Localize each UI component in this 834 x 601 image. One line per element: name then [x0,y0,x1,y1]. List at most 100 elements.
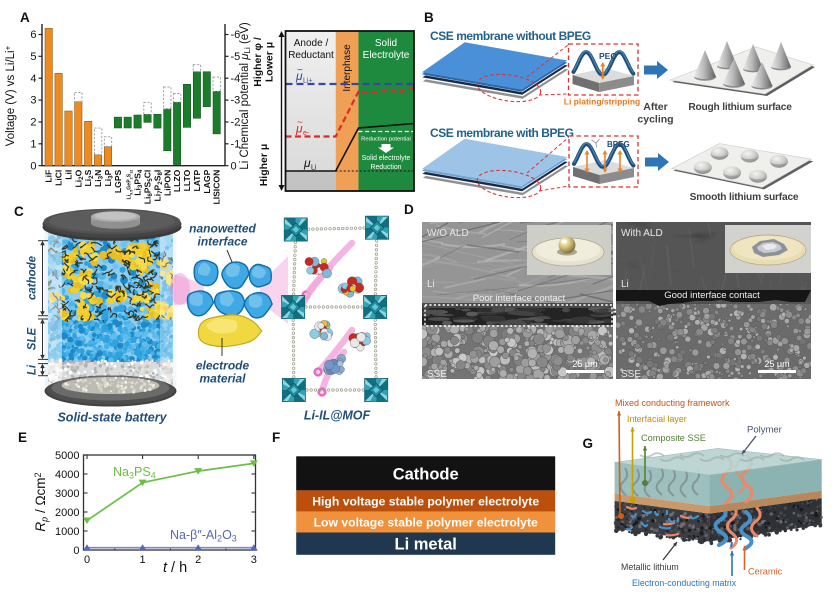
svg-text:G: G [583,436,594,451]
svg-text:e-: e- [303,130,310,137]
svg-text:LAGP: LAGP [202,169,212,193]
svg-text:B: B [424,10,434,25]
svg-text:SSE: SSE [621,369,641,380]
svg-text:E: E [18,430,27,445]
svg-text:With ALD: With ALD [621,228,663,239]
svg-text:-3: -3 [231,95,241,107]
svg-text:cathode: cathode [27,255,39,300]
svg-text:Li2O: Li2O [73,169,85,187]
svg-text:t / h: t / h [163,560,187,576]
svg-text:μ: μ [303,156,311,170]
svg-text:Metallic lithium: Metallic lithium [621,562,679,572]
svg-text:Higher φ /: Higher φ / [252,37,264,87]
svg-text:Li plating/stripping: Li plating/stripping [564,97,641,107]
svg-text:μ: μ [295,69,303,83]
svg-text:Reduction potential: Reduction potential [361,137,411,143]
svg-text:-1: -1 [231,138,241,150]
svg-text:Interfacial layer: Interfacial layer [627,414,687,424]
svg-text:-4: -4 [231,73,241,85]
svg-text:Electrolyte: Electrolyte [363,50,410,61]
svg-text:LGPS: LGPS [113,169,123,193]
svg-text:electrode: electrode [196,359,250,373]
svg-text:CSE membrane with BPEG: CSE membrane with BPEG [430,126,574,140]
svg-text:material: material [199,372,246,386]
svg-text:C: C [14,204,24,219]
svg-text:LATP: LATP [192,169,202,191]
svg-text:Smooth lithium surface: Smooth lithium surface [690,192,799,203]
svg-text:Interphase: Interphase [342,44,353,92]
svg-text:W/O ALD: W/O ALD [427,228,469,239]
svg-text:Composite SSE: Composite SSE [641,433,706,443]
svg-text:Na3PS4: Na3PS4 [113,465,156,481]
svg-text:Cathode: Cathode [393,465,459,483]
svg-text:LiF: LiF [44,170,54,183]
svg-text:SLE: SLE [27,327,39,350]
svg-text:Lower μ: Lower μ [264,42,276,82]
svg-text:-5: -5 [231,51,241,63]
svg-text:0: 0 [30,160,36,172]
svg-text:Voltage (V) vs Li/Li+: Voltage (V) vs Li/Li+ [4,45,18,146]
svg-text:Li2S: Li2S [83,169,95,186]
svg-text:LLTO: LLTO [182,169,192,191]
svg-text:Reduction: Reduction [370,164,401,171]
svg-text:BPEG: BPEG [607,140,630,149]
svg-text:Reductant: Reductant [288,50,334,61]
svg-text:Electron-conducting matrix: Electron-conducting matrix [632,578,737,588]
svg-text:Li3P: Li3P [103,169,115,186]
svg-text:25 μm: 25 μm [572,359,597,369]
svg-text:5: 5 [30,51,36,63]
svg-text:After: After [643,101,668,113]
svg-text:interface: interface [197,235,247,249]
svg-text:Li6PS5Cl: Li6PS5Cl [143,170,155,205]
svg-text:LiI: LiI [64,170,74,180]
svg-text:6: 6 [30,29,36,41]
svg-text:2000: 2000 [55,507,79,519]
svg-text:LiPON: LiPON [162,170,172,196]
svg-text:4: 4 [30,73,36,85]
svg-text:μ: μ [295,122,303,136]
svg-text:SSE: SSE [427,369,447,380]
svg-text:Li+: Li+ [303,78,313,85]
svg-text:2: 2 [30,117,36,129]
svg-text:High voltage stable polymer el: High voltage stable polymer electrolyte [312,494,539,508]
svg-text:Li metal: Li metal [395,536,457,554]
svg-text:Li: Li [621,279,629,290]
svg-text:Li: Li [427,279,435,290]
svg-text:Li3N: Li3N [93,170,105,187]
svg-text:-2: -2 [231,117,241,129]
svg-text:~: ~ [297,118,303,129]
svg-text:3: 3 [30,95,36,107]
svg-text:0: 0 [231,160,237,172]
svg-text:Li7P2S8I: Li7P2S8I [152,170,164,202]
svg-text:Li: Li [27,364,39,375]
svg-text:Ceramic: Ceramic [748,567,783,577]
svg-text:Good interface contact: Good interface contact [664,290,760,301]
svg-text:Li Chemical potential μLi (eV): Li Chemical potential μLi (eV) [239,22,252,170]
svg-text:Low voltage stable polymer ele: Low voltage stable polymer electrolyte [314,515,538,529]
svg-text:-6: -6 [231,29,241,41]
svg-text:0: 0 [84,554,90,566]
svg-text:25 μm: 25 μm [764,359,789,369]
svg-text:3000: 3000 [55,488,79,500]
svg-text:A: A [20,10,30,25]
svg-text:Li9.5GeP2S12: Li9.5GeP2S12 [127,170,134,200]
svg-text:3: 3 [251,554,257,566]
svg-text:Mixed conducting framework: Mixed conducting framework [615,398,730,408]
svg-text:Anode /: Anode / [294,38,329,49]
svg-text:2: 2 [195,554,201,566]
svg-text:D: D [404,202,414,217]
svg-text:4000: 4000 [55,469,79,481]
svg-text:cycling: cycling [637,114,673,126]
svg-text:1000: 1000 [55,526,79,538]
svg-text:Rp / Ωcm2: Rp / Ωcm2 [33,472,50,531]
svg-text:0: 0 [73,545,79,557]
svg-text:Li3PS4: Li3PS4 [133,169,145,196]
svg-text:Solid: Solid [375,38,397,49]
svg-text:Solid-state battery: Solid-state battery [57,411,167,425]
svg-text:PEO: PEO [599,51,617,61]
svg-text:~: ~ [297,65,303,76]
svg-text:1: 1 [140,554,146,566]
svg-text:F: F [272,430,280,445]
svg-text:Polymer: Polymer [747,425,782,436]
svg-text:Li: Li [311,165,317,172]
